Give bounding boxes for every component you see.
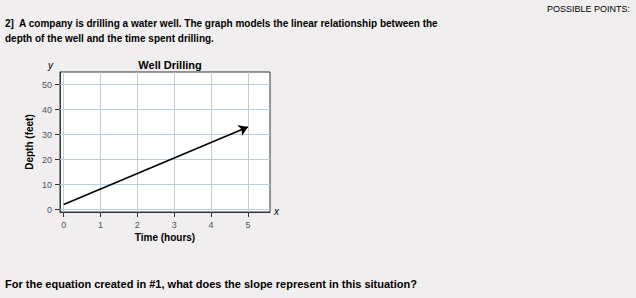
svg-text:40: 40 — [42, 105, 52, 115]
svg-text:10: 10 — [42, 180, 52, 190]
svg-text:3: 3 — [172, 220, 177, 230]
svg-text:4: 4 — [209, 220, 214, 230]
svg-text:1: 1 — [98, 220, 103, 230]
svg-text:Time (hours): Time (hours) — [135, 232, 195, 243]
svg-text:Well Drilling: Well Drilling — [138, 59, 201, 71]
svg-text:Depth (feet): Depth (feet) — [24, 114, 35, 170]
svg-text:depth of the well and the time: depth of the well and the time spent dri… — [5, 33, 214, 44]
svg-text:50: 50 — [42, 80, 52, 90]
svg-text:y: y — [47, 60, 54, 71]
svg-text:x: x — [273, 206, 280, 217]
svg-text:For the equation created in #1: For the equation created in #1, what doe… — [5, 278, 417, 290]
svg-text:2: 2 — [135, 220, 140, 230]
svg-text:5: 5 — [245, 220, 250, 230]
svg-text:0: 0 — [47, 205, 52, 215]
svg-text:20: 20 — [42, 155, 52, 165]
svg-text:2] A company is drilling a wa: 2] A company is drilling a water well. T… — [5, 18, 438, 29]
svg-text:POSSIBLE POINTS:: POSSIBLE POINTS: — [547, 4, 630, 14]
svg-text:30: 30 — [42, 130, 52, 140]
svg-text:0: 0 — [61, 220, 66, 230]
